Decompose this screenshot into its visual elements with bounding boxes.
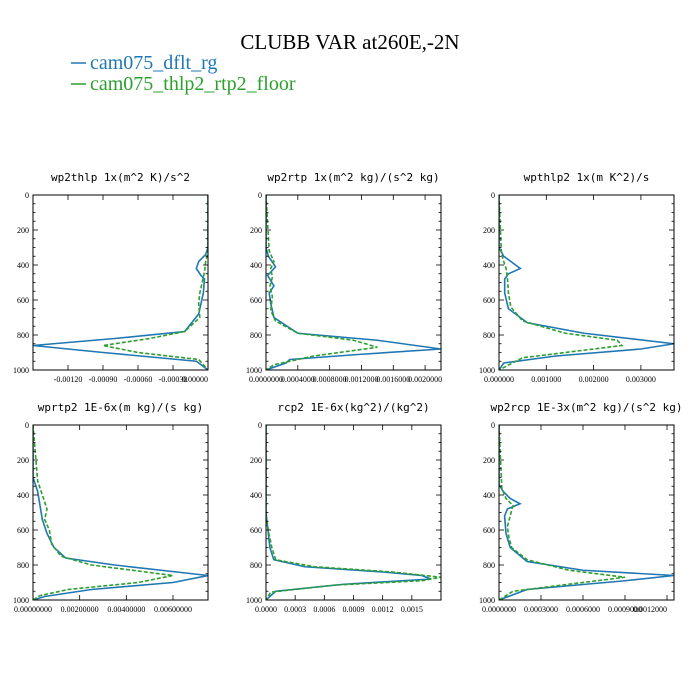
plot-frame xyxy=(32,424,209,601)
legend-label-0: cam075_dflt_rg xyxy=(90,52,217,74)
series-line-1 xyxy=(499,195,624,370)
series-line-0 xyxy=(33,195,208,370)
x-tick-label: 0.0006 xyxy=(313,605,335,614)
x-tick-label: -0.00060 xyxy=(124,375,153,384)
series-line-0 xyxy=(499,195,674,370)
x-tick-label: -0.00030 xyxy=(159,375,188,384)
y-tick-label: 800 xyxy=(483,331,495,340)
y-tick-label: 200 xyxy=(17,456,29,465)
series-line-1 xyxy=(266,195,378,370)
y-tick-label: 200 xyxy=(250,226,262,235)
x-tick-label: 0.0020000 xyxy=(408,375,442,384)
x-tick-label: 0.00400000 xyxy=(107,605,145,614)
y-tick-label: 0 xyxy=(491,191,495,200)
panel-title: wp2thlp 1x(m^2 K)/s^2 xyxy=(51,171,190,184)
y-tick-label: 1000 xyxy=(13,366,29,375)
panels: wp2thlp 1x(m^2 K)/s^2 0 200 400 600 800 1000 -0… xyxy=(13,171,683,614)
y-tick-label: 400 xyxy=(483,261,495,270)
y-tick-label: 600 xyxy=(17,526,29,535)
y-tick-label: 0 xyxy=(258,191,262,200)
panel-2: wpthlp2 1x(m K^2)/s020040060080010000.00… xyxy=(479,171,675,384)
y-tick-label: 800 xyxy=(17,561,29,570)
x-tick-label: 0.0004000 xyxy=(281,375,315,384)
y-tick-label: 200 xyxy=(483,456,495,465)
y-tick-label: 0 xyxy=(25,191,29,200)
x-tick-label: 0.00600000 xyxy=(154,605,192,614)
x-tick-label: 0.0015 xyxy=(401,605,423,614)
y-tick-label: 600 xyxy=(250,296,262,305)
panel-title: rcp2 1E-6x(kg^2)/(kg^2) xyxy=(277,401,429,414)
series-line-0 xyxy=(266,195,441,370)
x-tick-label: -0.00120 xyxy=(54,375,83,384)
y-tick-label: 1000 xyxy=(479,366,495,375)
y-tick-label: 600 xyxy=(483,526,495,535)
legend: cam075_dflt_rg cam075_thlp2_rtp2_floor xyxy=(71,52,296,95)
series-line-0 xyxy=(499,425,674,600)
x-tick-label: 0.0000000 xyxy=(482,605,516,614)
x-tick-label: 0.000000 xyxy=(484,375,514,384)
panel-3: wprtp2 1E-6x(m kg)/(s kg) 0 200 400 600 800 10… xyxy=(13,401,209,614)
y-tick-label: 1000 xyxy=(246,596,262,605)
x-tick-label: -0.00090 xyxy=(89,375,118,384)
y-tick-label: 400 xyxy=(17,261,29,270)
panel-title: wprtp2 1E-6x(m kg)/(s kg) xyxy=(38,401,204,414)
x-tick-label: 0.0012000 xyxy=(344,375,378,384)
y-tick-label: 600 xyxy=(483,296,495,305)
y-tick-label: 800 xyxy=(250,561,262,570)
panel-title: wpthlp2 1x(m K^2)/s xyxy=(524,171,650,184)
x-tick-label: 0.0003 xyxy=(284,605,306,614)
series-line-1 xyxy=(266,425,441,600)
y-tick-label: 200 xyxy=(250,456,262,465)
y-tick-label: 0 xyxy=(491,421,495,430)
panel-5: wp2rcp 1E-3x(m^2 kg)/(s^2 kg) 0 200 400 600 8… xyxy=(479,401,683,614)
y-tick-label: 0 xyxy=(25,421,29,430)
series-line-1 xyxy=(102,195,208,370)
y-tick-label: 1000 xyxy=(246,366,262,375)
plot-frame xyxy=(498,194,675,371)
x-tick-label: 0.00200000 xyxy=(61,605,99,614)
panel-0: wp2thlp 1x(m^2 K)/s^2 0 200 400 600 800 1000 -0… xyxy=(13,171,209,384)
x-tick-label: 0.0006000 xyxy=(566,605,600,614)
x-tick-label: 0.0000 xyxy=(255,605,277,614)
figure-title: CLUBB VAR at260E,-2N xyxy=(240,30,459,54)
legend-label-1: cam075_thlp2_rtp2_floor xyxy=(90,73,296,95)
y-tick-label: 400 xyxy=(17,491,29,500)
x-tick-label: 0.0009 xyxy=(343,605,365,614)
x-tick-label: 0.0000000 xyxy=(249,375,283,384)
x-tick-label: 0.0003000 xyxy=(524,605,558,614)
y-tick-label: 800 xyxy=(483,561,495,570)
x-tick-label: 0.0008000 xyxy=(313,375,347,384)
x-tick-label: 0.00000000 xyxy=(14,605,52,614)
y-tick-label: 200 xyxy=(17,226,29,235)
series-line-0 xyxy=(33,425,208,600)
y-tick-label: 800 xyxy=(17,331,29,340)
plot-frame xyxy=(265,424,442,601)
x-tick-label: 0.0016000 xyxy=(376,375,410,384)
x-tick-label: 0.001000 xyxy=(531,375,561,384)
x-tick-label: 0.002000 xyxy=(579,375,609,384)
panel-title: wp2rtp 1x(m^2 kg)/(s^2 kg) xyxy=(267,171,439,184)
panel-1: wp2rtp 1x(m^2 kg)/(s^2 kg) 0 200 400 600 800 1… xyxy=(246,171,442,384)
y-tick-label: 600 xyxy=(250,526,262,535)
x-tick-label: 0.0012000 xyxy=(633,605,667,614)
x-tick-label: 0.00000 xyxy=(182,375,208,384)
plot-frame xyxy=(265,194,442,371)
y-tick-label: 600 xyxy=(17,296,29,305)
x-tick-label: 0.0009000 xyxy=(608,605,642,614)
y-tick-label: 400 xyxy=(483,491,495,500)
panel-title: wp2rcp 1E-3x(m^2 kg)/(s^2 kg) xyxy=(490,401,682,414)
y-tick-label: 800 xyxy=(250,331,262,340)
panel-4: rcp2 1E-6x(kg^2)/(kg^2) 0 200 400 600 800 1000… xyxy=(246,401,442,614)
y-tick-label: 1000 xyxy=(13,596,29,605)
y-tick-label: 1000 xyxy=(479,596,495,605)
y-tick-label: 0 xyxy=(258,421,262,430)
x-tick-label: 0.0012 xyxy=(372,605,394,614)
series-line-1 xyxy=(499,425,626,600)
y-tick-label: 200 xyxy=(483,226,495,235)
x-tick-label: 0.003000 xyxy=(626,375,656,384)
y-tick-label: 400 xyxy=(250,491,262,500)
y-tick-label: 400 xyxy=(250,261,262,270)
series-line-1 xyxy=(33,425,174,600)
